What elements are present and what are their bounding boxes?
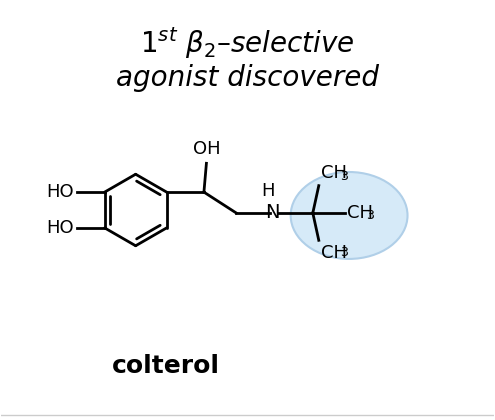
- Text: CH: CH: [347, 204, 373, 222]
- Text: $1^{st}$ $\beta_2$–selective: $1^{st}$ $\beta_2$–selective: [140, 26, 355, 61]
- Ellipse shape: [291, 172, 407, 259]
- Text: 3: 3: [340, 170, 347, 183]
- Text: 3: 3: [366, 209, 374, 222]
- Text: HO: HO: [46, 183, 74, 201]
- Text: CH: CH: [321, 244, 347, 262]
- Text: CH: CH: [321, 164, 347, 182]
- Text: H: H: [261, 182, 275, 200]
- Text: 3: 3: [340, 246, 347, 259]
- Text: OH: OH: [193, 140, 220, 158]
- Text: HO: HO: [46, 219, 74, 237]
- Text: agonist discovered: agonist discovered: [116, 64, 379, 92]
- Text: colterol: colterol: [111, 354, 219, 378]
- Text: N: N: [265, 203, 279, 223]
